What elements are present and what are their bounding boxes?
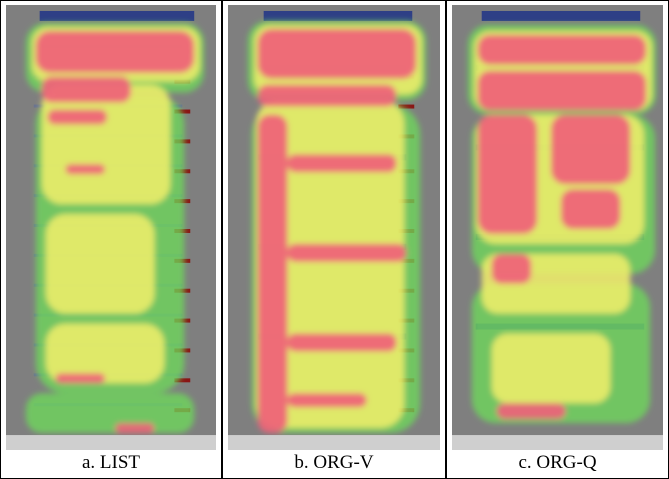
panel-org-v: b. ORG-V (222, 0, 446, 479)
heatmap-list-image (6, 5, 216, 450)
heatmap-org-v-image (228, 5, 440, 450)
heatmap-list (6, 5, 216, 450)
heatmap-org-q-image (452, 5, 663, 450)
panel-list: a. LIST (0, 0, 222, 479)
panel-caption: b. ORG-V (294, 452, 374, 473)
panel-caption: c. ORG-Q (518, 452, 597, 473)
heatmap-org-q (452, 5, 663, 450)
panel-caption: a. LIST (81, 452, 141, 473)
panel-org-q: c. ORG-Q (446, 0, 669, 479)
heatmap-org-v (228, 5, 440, 450)
